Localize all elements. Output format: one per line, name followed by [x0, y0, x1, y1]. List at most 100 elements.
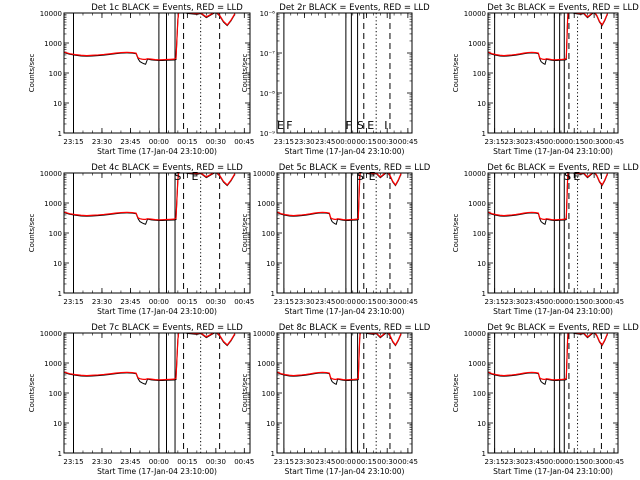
y-tick-label: 1	[482, 130, 486, 138]
x-tick-label: 00:15	[564, 298, 584, 306]
panel-title: Det 6c BLACK = Events, RED = LLD	[487, 163, 639, 173]
panel-det-3: Det 3c BLACK = Events, RED = LLD Counts/s…	[452, 3, 639, 156]
lld-series-line	[277, 173, 402, 221]
x-tick-label: 23:30	[92, 298, 112, 306]
x-axis-label: Start Time (17-Jan-04 23:10:00)	[493, 307, 613, 316]
marker-annotation: E	[369, 170, 376, 183]
series-group	[64, 333, 236, 385]
y-tick-label: 10000	[40, 330, 62, 338]
x-tick-label: 23:15	[274, 458, 294, 466]
x-tick-label: 00:15	[177, 298, 197, 306]
plot-frame	[63, 12, 251, 134]
panel-det-6: Det 6c BLACK = Events, RED = LLD Counts/s…	[452, 163, 639, 316]
y-tick-label: 100	[473, 70, 486, 78]
marker-annotation: E	[191, 170, 198, 183]
x-axis-label: Start Time (17-Jan-04 23:10:00)	[285, 307, 405, 316]
panel-title: Det 3c BLACK = Events, RED = LLD	[487, 3, 639, 13]
y-tick-label: 10⁻⁷	[260, 50, 276, 58]
events-series-line	[488, 173, 608, 226]
x-tick-label: 23:15	[63, 298, 83, 306]
events-series-line	[64, 173, 236, 225]
y-tick-label: 1000	[44, 360, 62, 368]
x-axis-label: Start Time (17-Jan-04 23:10:00)	[493, 147, 613, 156]
y-tick-label: 1	[271, 450, 275, 458]
y-tick-label: 100	[49, 230, 62, 238]
x-tick-label: 00:00	[149, 298, 169, 306]
x-tick-label: 00:00	[336, 138, 356, 146]
y-tick-label: 100	[473, 390, 486, 398]
x-tick-label: 23:45	[524, 458, 544, 466]
y-tick-label: 10000	[253, 330, 275, 338]
x-tick-label: 00:15	[356, 298, 376, 306]
marker-annotation: S	[357, 170, 364, 183]
x-tick-label: 00:15	[564, 138, 584, 146]
lld-series-line	[277, 333, 402, 381]
y-tick-label: 10000	[40, 10, 62, 18]
x-tick-label: 00:45	[234, 458, 254, 466]
y-tick-label: 1000	[468, 40, 486, 48]
x-tick-label: 00:30	[377, 138, 397, 146]
y-tick-label: 1	[271, 290, 275, 298]
x-axis-label: Start Time (17-Jan-04 23:10:00)	[285, 147, 405, 156]
x-tick-label: 00:45	[234, 298, 254, 306]
plot-frame	[487, 172, 619, 294]
x-tick-label: 00:30	[584, 458, 604, 466]
y-tick-label: 1	[482, 450, 486, 458]
plot-frame	[487, 332, 619, 454]
y-axis-label: Counts/sec	[241, 374, 249, 413]
x-tick-label: 23:30	[504, 138, 524, 146]
plot-frame	[276, 12, 413, 134]
lld-series-line	[64, 333, 236, 381]
y-tick-label: 100	[49, 390, 62, 398]
y-tick-label: 100	[262, 230, 275, 238]
y-axis-label: Counts/sec	[28, 374, 36, 413]
y-tick-label: 10000	[253, 170, 275, 178]
x-tick-label: 00:30	[206, 298, 226, 306]
x-tick-label: 00:30	[584, 298, 604, 306]
y-axis-label: Counts/sec	[241, 214, 249, 253]
y-tick-label: 10	[53, 420, 62, 428]
lld-series-line	[64, 13, 236, 61]
y-tick-label: 10⁻⁶	[260, 10, 276, 18]
x-tick-label: 00:30	[206, 458, 226, 466]
x-tick-label: 00:00	[544, 298, 564, 306]
events-series-line	[64, 333, 236, 385]
y-axis-label: Counts/sec	[241, 54, 249, 93]
marker-annotation: F	[345, 119, 351, 132]
x-tick-label: 00:00	[544, 138, 564, 146]
plot-frame	[276, 332, 413, 454]
y-tick-label: 10000	[40, 170, 62, 178]
lld-series-line	[488, 13, 608, 61]
marker-annotation: E	[573, 170, 580, 183]
panel-det-7: Det 7c BLACK = Events, RED = LLD Counts/s…	[28, 323, 254, 476]
events-series-line	[488, 333, 608, 386]
y-tick-label: 10	[477, 260, 486, 268]
x-tick-label: 23:15	[485, 298, 505, 306]
x-tick-label: 00:00	[336, 458, 356, 466]
y-tick-label: 100	[262, 390, 275, 398]
marker-annotation: I	[384, 119, 387, 132]
events-series-line	[277, 333, 402, 386]
x-tick-label: 00:45	[398, 458, 418, 466]
marker-annotation: S	[357, 119, 364, 132]
y-tick-label: 1	[58, 450, 62, 458]
y-tick-label: 10	[53, 260, 62, 268]
x-tick-label: 23:45	[120, 458, 140, 466]
y-tick-label: 1	[482, 290, 486, 298]
x-axis-label: Start Time (17-Jan-04 23:10:00)	[97, 307, 217, 316]
marker-annotation: F	[286, 119, 292, 132]
x-tick-label: 00:30	[584, 138, 604, 146]
x-tick-label: 00:15	[177, 458, 197, 466]
panel-title: Det 2r BLACK = Events, RED = LLD	[279, 3, 430, 13]
y-tick-label: 1000	[468, 360, 486, 368]
panel-title: Det 1c BLACK = Events, RED = LLD	[91, 3, 243, 13]
x-tick-label: 23:45	[120, 138, 140, 146]
x-tick-label: 00:45	[234, 138, 254, 146]
x-tick-label: 00:00	[149, 138, 169, 146]
x-tick-label: 00:45	[604, 298, 624, 306]
x-tick-label: 00:00	[544, 458, 564, 466]
x-tick-label: 00:15	[177, 138, 197, 146]
x-tick-label: 23:30	[92, 138, 112, 146]
x-axis-label: Start Time (17-Jan-04 23:10:00)	[285, 467, 405, 476]
series-group	[277, 173, 402, 226]
